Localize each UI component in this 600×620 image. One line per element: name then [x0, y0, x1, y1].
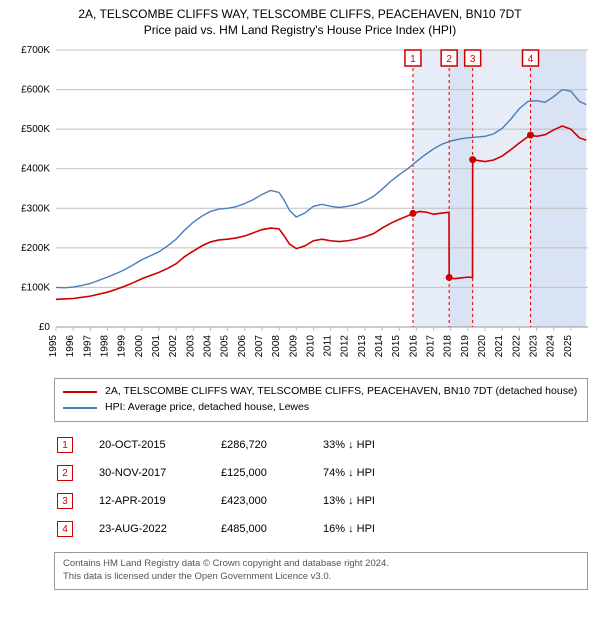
svg-text:£100K: £100K [21, 283, 50, 294]
svg-text:2022: 2022 [511, 335, 522, 358]
svg-text:1999: 1999 [117, 335, 128, 358]
row-date: 30-NOV-2017 [98, 460, 218, 486]
svg-text:2008: 2008 [271, 335, 282, 358]
row-pct: 16% ↓ HPI [322, 516, 422, 542]
row-price: £125,000 [220, 460, 320, 486]
svg-text:2019: 2019 [460, 335, 471, 358]
svg-text:£0: £0 [39, 322, 51, 333]
svg-text:4: 4 [528, 54, 534, 65]
svg-text:2012: 2012 [340, 335, 351, 358]
legend-swatch-red [63, 391, 97, 393]
footer-line1: Contains HM Land Registry data © Crown c… [63, 558, 579, 571]
svg-text:£500K: £500K [21, 125, 50, 136]
svg-text:2003: 2003 [185, 335, 196, 358]
title-line2: Price paid vs. HM Land Registry's House … [6, 22, 594, 38]
chart-area: £0 £100K £200K £300K £400K £500K £600K £700K 199… [6, 42, 594, 372]
svg-text:1998: 1998 [99, 335, 110, 358]
svg-text:3: 3 [470, 54, 476, 65]
svg-text:2021: 2021 [494, 335, 505, 358]
title-line1: 2A, TELSCOMBE CLIFFS WAY, TELSCOMBE CLIF… [6, 6, 594, 22]
legend-label-blue: HPI: Average price, detached house, Lewe… [105, 400, 309, 416]
svg-text:2006: 2006 [237, 335, 248, 358]
legend-swatch-blue [63, 407, 97, 409]
row-pct: 13% ↓ HPI [322, 488, 422, 514]
svg-text:2000: 2000 [134, 335, 145, 358]
svg-text:£300K: £300K [21, 204, 50, 215]
row-pct: 74% ↓ HPI [322, 460, 422, 486]
footer-attribution: Contains HM Land Registry data © Crown c… [54, 552, 588, 590]
row-marker: 4 [56, 516, 96, 542]
svg-text:2013: 2013 [357, 335, 368, 358]
svg-text:1995: 1995 [48, 335, 59, 358]
svg-text:2015: 2015 [391, 335, 402, 358]
legend-row-red: 2A, TELSCOMBE CLIFFS WAY, TELSCOMBE CLIF… [63, 384, 579, 400]
table-row: 423-AUG-2022£485,00016% ↓ HPI [56, 516, 422, 542]
table-row: 230-NOV-2017£125,00074% ↓ HPI [56, 460, 422, 486]
chart-title: 2A, TELSCOMBE CLIFFS WAY, TELSCOMBE CLIF… [6, 6, 594, 38]
svg-text:2011: 2011 [323, 335, 334, 357]
legend-row-blue: HPI: Average price, detached house, Lewe… [63, 400, 579, 416]
svg-text:£400K: £400K [21, 164, 50, 175]
row-date: 23-AUG-2022 [98, 516, 218, 542]
svg-text:2016: 2016 [408, 335, 419, 358]
svg-text:£600K: £600K [21, 85, 50, 96]
row-price: £423,000 [220, 488, 320, 514]
svg-text:2: 2 [446, 54, 452, 65]
sales-table: 120-OCT-2015£286,72033% ↓ HPI230-NOV-201… [54, 430, 424, 544]
svg-text:2025: 2025 [563, 335, 574, 358]
svg-text:£200K: £200K [21, 243, 50, 254]
svg-text:1997: 1997 [82, 335, 93, 358]
legend-label-red: 2A, TELSCOMBE CLIFFS WAY, TELSCOMBE CLIF… [105, 384, 577, 400]
svg-text:2014: 2014 [374, 335, 385, 358]
svg-text:2001: 2001 [151, 335, 162, 358]
svg-text:1: 1 [410, 54, 416, 65]
legend: 2A, TELSCOMBE CLIFFS WAY, TELSCOMBE CLIF… [54, 378, 588, 422]
svg-text:2023: 2023 [529, 335, 540, 358]
svg-text:2018: 2018 [443, 335, 454, 358]
row-price: £286,720 [220, 432, 320, 458]
row-pct: 33% ↓ HPI [322, 432, 422, 458]
svg-text:2010: 2010 [305, 335, 316, 358]
row-marker: 2 [56, 460, 96, 486]
svg-text:2017: 2017 [426, 335, 437, 358]
row-date: 12-APR-2019 [98, 488, 218, 514]
row-marker: 3 [56, 488, 96, 514]
svg-text:2009: 2009 [288, 335, 299, 358]
price-chart-svg: £0 £100K £200K £300K £400K £500K £600K £700K 199… [6, 42, 594, 372]
svg-text:2005: 2005 [220, 335, 231, 358]
row-marker: 1 [56, 432, 96, 458]
svg-text:2024: 2024 [546, 335, 557, 358]
svg-text:2020: 2020 [477, 335, 488, 358]
svg-text:2007: 2007 [254, 335, 265, 358]
footer-line2: This data is licensed under the Open Gov… [63, 571, 579, 584]
row-price: £485,000 [220, 516, 320, 542]
table-row: 120-OCT-2015£286,72033% ↓ HPI [56, 432, 422, 458]
svg-text:£700K: £700K [21, 45, 50, 56]
svg-text:2002: 2002 [168, 335, 179, 358]
svg-text:2004: 2004 [202, 335, 213, 358]
svg-text:1996: 1996 [65, 335, 76, 358]
row-date: 20-OCT-2015 [98, 432, 218, 458]
table-row: 312-APR-2019£423,00013% ↓ HPI [56, 488, 422, 514]
